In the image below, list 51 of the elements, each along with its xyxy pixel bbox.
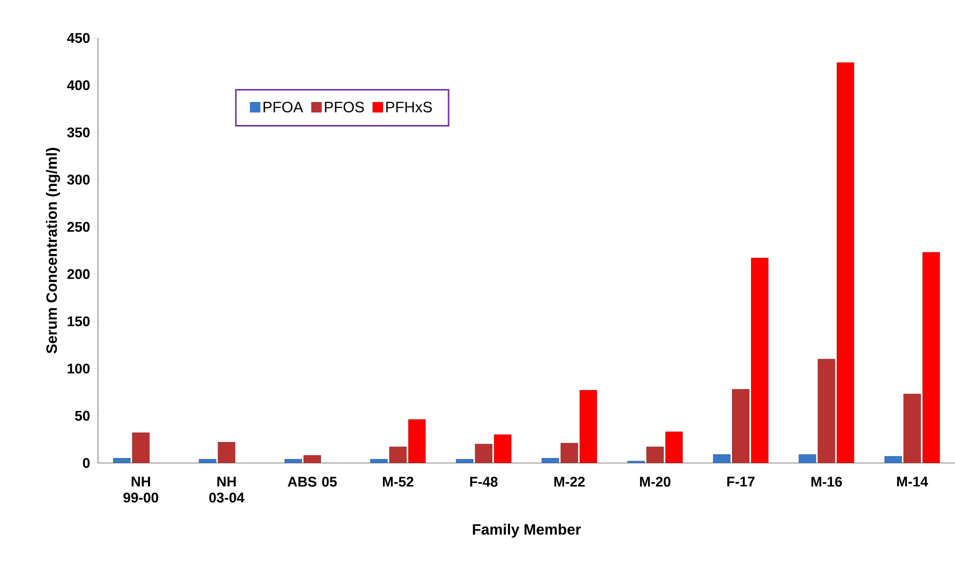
bar [922, 252, 940, 463]
bar [732, 389, 750, 463]
bar [284, 459, 302, 463]
bar [646, 446, 664, 463]
x-tick-label: M-20 [640, 476, 670, 487]
bar [408, 419, 426, 463]
bar [494, 434, 512, 463]
y-tick-label: 450 [67, 33, 90, 43]
y-tick-label: 250 [67, 222, 90, 232]
bar [132, 432, 150, 463]
bar [560, 442, 578, 463]
x-axis-title: Family Member [472, 524, 581, 538]
bar [798, 454, 816, 463]
x-tick-label: M-16 [811, 476, 842, 487]
bar [113, 458, 131, 463]
bar [542, 458, 560, 463]
y-tick-label: 400 [67, 80, 90, 90]
bar [713, 454, 730, 463]
x-tick-label: NH 99-00 [123, 476, 158, 503]
legend-label: PFHxS [386, 102, 432, 112]
x-tick-label: F-17 [727, 476, 755, 486]
bar [580, 390, 598, 463]
bar [474, 444, 492, 463]
y-tick-label: 200 [67, 269, 90, 280]
x-tick-label: M-22 [554, 476, 585, 487]
legend-label: PFOS [324, 102, 364, 112]
bar [370, 459, 388, 463]
bar [818, 358, 836, 463]
y-tick-label: 0 [82, 458, 90, 468]
x-tick-label: M-52 [382, 476, 414, 487]
bar [665, 432, 683, 463]
y-tick-label: 100 [68, 364, 90, 374]
bar [198, 459, 216, 463]
bar [218, 442, 236, 463]
y-tick-label: 50 [75, 410, 90, 421]
bar [456, 459, 474, 463]
bar [304, 455, 321, 463]
bar [903, 394, 921, 463]
bar [884, 456, 902, 463]
y-tick-label: 350 [67, 127, 90, 138]
y-axis-title: Serum Concentration (ng/ml) [46, 148, 60, 354]
x-tick-label: NH 03-04 [209, 476, 244, 503]
legend-label: PFOA [264, 102, 304, 112]
bar [836, 62, 854, 463]
bar [751, 258, 768, 463]
x-tick-label: ABS 05 [288, 476, 337, 487]
y-tick-label: 150 [68, 316, 90, 326]
x-tick-label: F-48 [470, 476, 498, 487]
y-tick-label: 300 [67, 174, 90, 185]
bar [389, 446, 407, 463]
x-tick-label: M-14 [897, 476, 928, 486]
